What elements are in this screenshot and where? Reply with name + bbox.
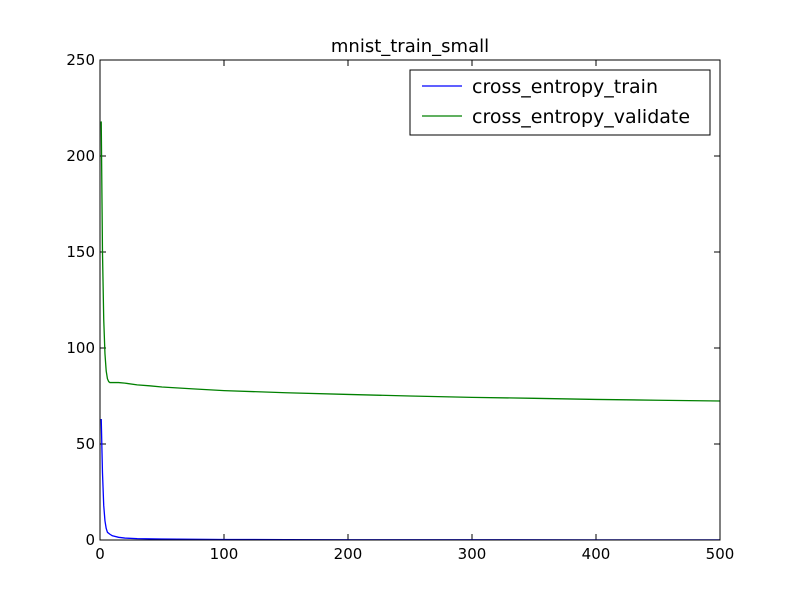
x-tick-label: 300 — [458, 545, 487, 563]
y-tick-label: 0 — [85, 531, 95, 549]
legend: cross_entropy_train cross_entropy_valida… — [409, 69, 711, 136]
series-line-cross-entropy-validate — [100, 121, 721, 402]
y-tick-label: 150 — [66, 243, 95, 261]
legend-box — [409, 69, 711, 136]
y-tick-label: 100 — [66, 339, 95, 357]
x-tick-label: 100 — [210, 545, 239, 563]
plot-frame — [99, 59, 721, 541]
legend-label-validate: cross_entropy_validate — [472, 106, 690, 128]
x-tick-label: 500 — [706, 545, 735, 563]
y-tick-label: 200 — [66, 147, 95, 165]
x-tick-label: 0 — [95, 545, 105, 563]
axis-ticks: 0 100 200 300 400 500 0 50 100 150 200 250 — [66, 51, 734, 563]
x-tick-label: 400 — [582, 545, 611, 563]
y-tick-label: 250 — [66, 51, 95, 69]
legend-label-train: cross_entropy_train — [472, 76, 658, 98]
x-tick-label: 200 — [334, 545, 363, 563]
y-tick-label: 50 — [76, 435, 95, 453]
chart-title: mnist_train_small — [331, 36, 489, 57]
